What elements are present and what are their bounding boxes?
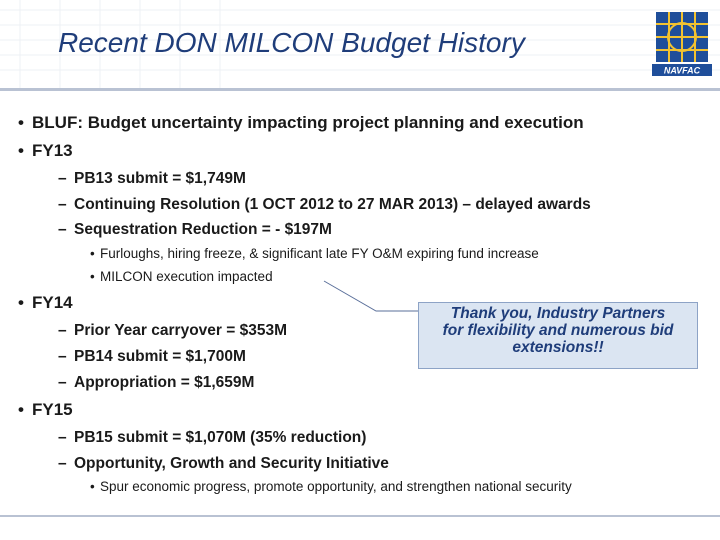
fy13-sub-item: – Sequestration Reduction = - $197M [58,221,332,238]
bullet-fy14: • FY14 [18,293,73,312]
footer-divider [0,515,720,517]
title-divider [0,88,720,91]
callout-box: Thank you, Industry Partners for flexibi… [418,302,698,369]
fy14-sub-item: – Appropriation = $1,659M [58,374,255,391]
callout-line: Thank you, Industry Partners [450,305,666,322]
fy15-detail-item: • Spur economic progress, promote opportu… [90,479,572,494]
fy15-sub-item: – PB15 submit = $1,070M (35% reduction) [58,429,367,446]
logo-text: NAVFAC [664,66,701,76]
navfac-logo: NAVFAC [652,12,712,76]
fy13-detail-item: • MILCON execution impacted [90,269,273,284]
callout-line: for flexibility and numerous bid [442,322,674,339]
fy15-sub-item: – Opportunity, Growth and Security Initia… [58,455,389,472]
fy14-sub-item: – Prior Year carryover = $353M [58,322,287,339]
fy14-sub-item: – PB14 submit = $1,700M [58,348,246,365]
bullet-fy15: • FY15 [18,400,73,419]
slide-title: Recent DON MILCON Budget History [58,27,525,58]
fy13-sub-item: – PB13 submit = $1,749M [58,170,246,187]
fy13-sub-item: – Continuing Resolution (1 OCT 2012 to 27… [58,196,591,213]
fy13-detail-item: • Furloughs, hiring freeze, & significant… [90,246,539,261]
header-grid-background [0,0,720,90]
callout-line: extensions!! [512,339,604,356]
bullet-fy13: • FY13 [18,141,73,160]
bullet-bluf: • BLUF: Budget uncertainty impacting proj… [18,113,584,132]
